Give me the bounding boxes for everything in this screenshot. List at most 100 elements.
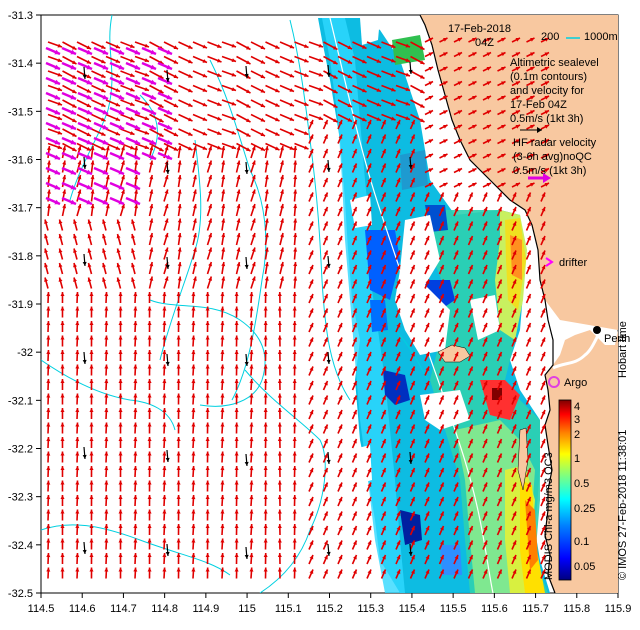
velocity-arrow — [162, 451, 167, 463]
velocity-arrow — [497, 138, 506, 145]
velocity-arrow — [293, 189, 298, 202]
velocity-arrow — [424, 221, 430, 231]
velocity-arrow — [395, 235, 401, 246]
velocity-arrow — [322, 467, 329, 478]
velocity-arrow — [221, 99, 237, 106]
velocity-arrow — [409, 482, 416, 492]
velocity-arrow — [76, 41, 92, 50]
velocity-arrow — [207, 128, 222, 136]
velocity-arrow — [249, 407, 254, 420]
velocity-arrow — [46, 552, 51, 565]
velocity-arrow — [249, 349, 254, 362]
velocity-arrow — [118, 480, 123, 492]
velocity-arrow — [293, 232, 298, 246]
velocity-arrow — [308, 511, 314, 521]
radar-arrow — [125, 106, 141, 116]
velocity-arrow — [46, 465, 51, 478]
velocity-arrow — [89, 407, 94, 420]
velocity-arrow — [116, 233, 122, 246]
velocity-arrow — [424, 182, 434, 188]
velocity-arrow — [351, 351, 358, 362]
velocity-arrow — [61, 145, 67, 159]
velocity-arrow — [178, 142, 193, 151]
velocity-arrow — [192, 218, 197, 231]
velocity-arrow — [438, 308, 445, 318]
velocity-arrow — [293, 203, 298, 217]
velocity-arrow — [496, 264, 503, 275]
velocity-arrow — [265, 142, 280, 151]
velocity-arrow — [249, 436, 254, 449]
velocity-arrow — [46, 349, 51, 362]
velocity-arrow — [133, 480, 138, 492]
velocity-arrow — [439, 153, 448, 159]
velocity-arrow — [220, 407, 225, 420]
velocity-arrow — [380, 482, 387, 492]
velocity-arrow — [133, 306, 138, 318]
velocity-arrow — [351, 467, 358, 478]
velocity-arrow — [497, 51, 506, 58]
velocity-arrow — [525, 482, 532, 492]
velocity-arrow — [279, 99, 295, 107]
velocity-arrow — [453, 124, 463, 130]
velocity-arrow — [207, 55, 222, 63]
radar-arrow — [77, 121, 93, 131]
colorbar-title: MODIS Chl-a mg/m3 OC3 — [543, 452, 555, 580]
velocity-arrow — [220, 451, 225, 463]
argo-marker-icon — [548, 376, 560, 388]
velocity-arrow — [176, 422, 181, 434]
velocity-arrow — [540, 409, 546, 420]
velocity-arrow — [220, 494, 225, 507]
velocity-arrow — [366, 293, 372, 304]
velocity-arrow — [163, 247, 169, 260]
velocity-arrow — [525, 525, 532, 536]
velocity-arrow — [277, 364, 282, 376]
velocity-arrow — [277, 407, 282, 420]
velocity-arrow — [482, 525, 488, 536]
velocity-arrow — [482, 554, 488, 565]
velocity-arrow — [540, 235, 546, 246]
velocity-arrow — [277, 523, 282, 536]
velocity-arrow — [540, 153, 550, 159]
radar-arrow — [61, 106, 77, 116]
velocity-arrow — [351, 177, 358, 188]
velocity-arrow — [468, 95, 477, 101]
velocity-arrow — [120, 41, 135, 49]
velocity-arrow — [292, 320, 297, 333]
velocity-arrow — [60, 436, 65, 449]
velocity-arrow — [409, 177, 416, 188]
velocity-arrow — [525, 467, 532, 478]
velocity-arrow — [352, 41, 367, 50]
velocity-arrow — [250, 232, 256, 246]
velocity-arrow — [438, 206, 445, 217]
velocity-arrow — [467, 380, 474, 391]
velocity-arrow — [206, 261, 213, 275]
velocity-arrow — [133, 509, 138, 521]
velocity-arrow — [46, 145, 51, 159]
velocity-arrow — [366, 540, 372, 550]
velocity-arrow — [118, 393, 123, 405]
velocity-arrow — [322, 380, 329, 391]
velocity-arrow — [540, 322, 546, 333]
velocity-arrow — [234, 436, 239, 449]
velocity-arrow — [105, 160, 110, 173]
velocity-arrow — [337, 496, 343, 507]
velocity-arrow — [308, 134, 314, 144]
velocity-arrow — [47, 128, 63, 135]
velocity-arrow — [220, 538, 225, 550]
velocity-arrow — [76, 142, 92, 152]
velocity-arrow — [134, 99, 150, 106]
radar-arrow — [141, 76, 157, 86]
velocity-arrow — [351, 569, 358, 579]
velocity-arrow — [75, 407, 80, 420]
velocity-arrow — [380, 119, 387, 130]
velocity-arrow — [525, 279, 532, 289]
velocity-arrow — [351, 322, 358, 333]
velocity-arrow — [453, 438, 459, 449]
velocity-arrow — [366, 99, 382, 107]
velocity-arrow — [308, 41, 324, 48]
velocity-arrow — [540, 192, 546, 202]
velocity-arrow — [205, 480, 210, 492]
hf-radar-velocity-field — [45, 46, 173, 206]
velocity-arrow — [380, 148, 387, 159]
velocity-arrow — [366, 511, 372, 521]
